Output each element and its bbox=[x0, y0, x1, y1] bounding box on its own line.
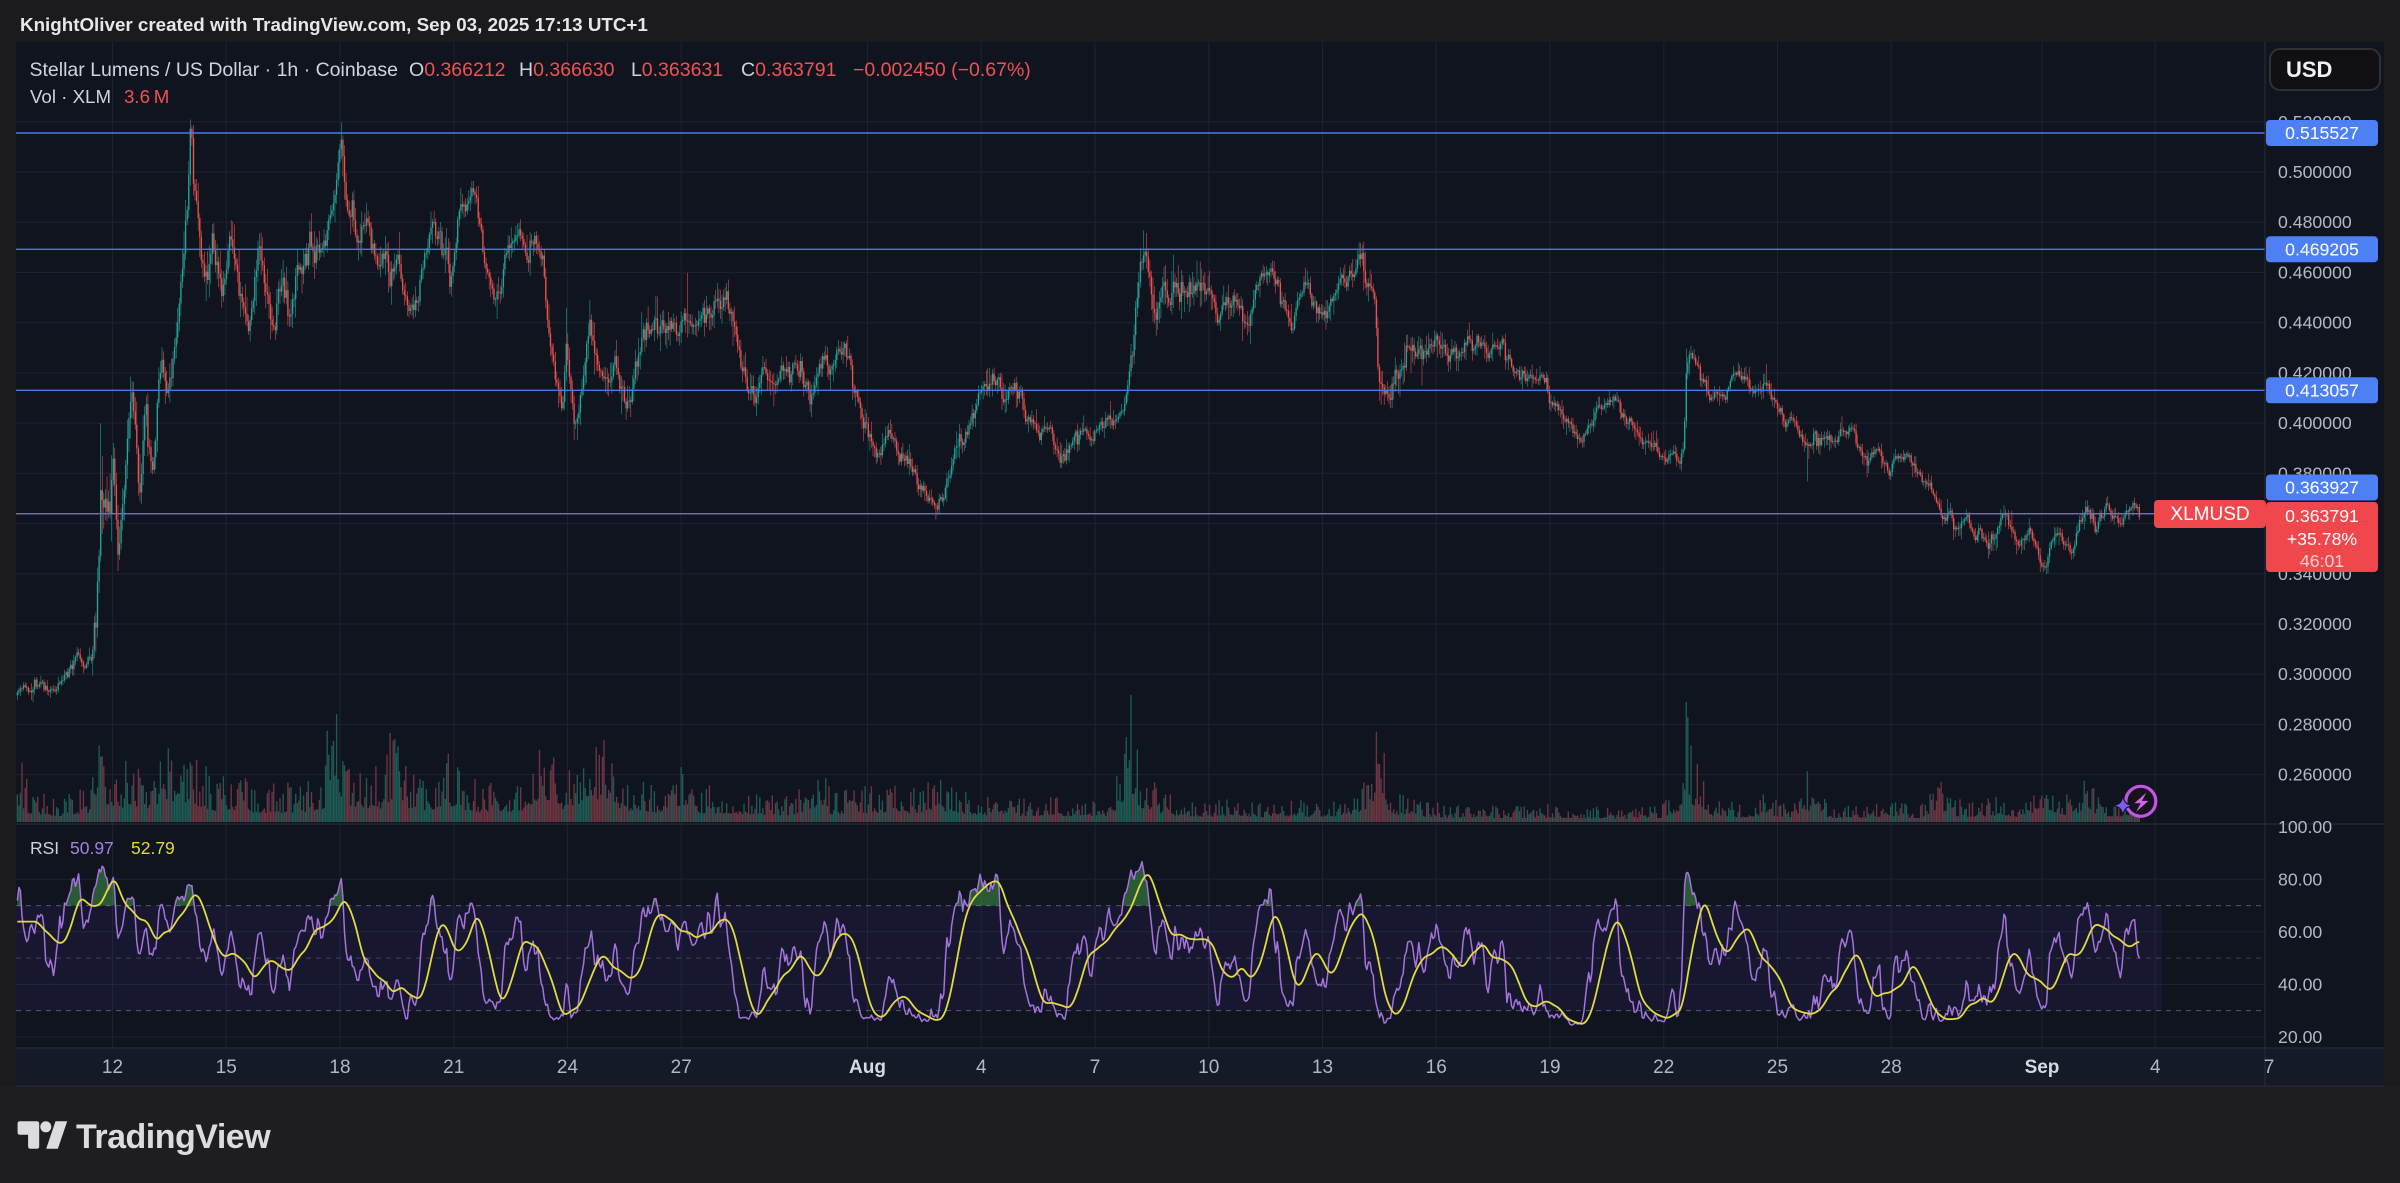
svg-text:O: O bbox=[409, 59, 424, 81]
svg-text:0.413057: 0.413057 bbox=[2285, 380, 2359, 400]
svg-text:H: H bbox=[519, 59, 533, 81]
svg-text:4: 4 bbox=[2150, 1057, 2161, 1078]
svg-text:0.515527: 0.515527 bbox=[2285, 123, 2359, 143]
svg-text:50.97: 50.97 bbox=[70, 838, 114, 858]
svg-text:0.366212: 0.366212 bbox=[424, 59, 505, 81]
svg-text:46:01: 46:01 bbox=[2300, 551, 2344, 571]
svg-text:Stellar Lumens / US Dollar · 1: Stellar Lumens / US Dollar · 1h · Coinba… bbox=[30, 59, 399, 81]
svg-text:L: L bbox=[631, 59, 642, 81]
svg-text:24: 24 bbox=[557, 1057, 579, 1078]
svg-text:0.260000: 0.260000 bbox=[2278, 765, 2352, 785]
svg-text:4: 4 bbox=[976, 1057, 987, 1078]
svg-text:USD: USD bbox=[2286, 57, 2332, 82]
svg-text:100.00: 100.00 bbox=[2278, 817, 2332, 837]
svg-text:0.363631: 0.363631 bbox=[642, 59, 723, 81]
svg-text:0.469205: 0.469205 bbox=[2285, 239, 2359, 259]
svg-text:TradingView: TradingView bbox=[76, 1118, 271, 1156]
svg-text:0.320000: 0.320000 bbox=[2278, 614, 2352, 634]
svg-text:7: 7 bbox=[1090, 1057, 1101, 1078]
svg-text:0.363791: 0.363791 bbox=[2285, 506, 2359, 526]
svg-text:0.400000: 0.400000 bbox=[2278, 413, 2352, 433]
svg-text:21: 21 bbox=[443, 1057, 464, 1078]
svg-text:−0.002450 (−0.67%): −0.002450 (−0.67%) bbox=[853, 59, 1031, 81]
svg-text:40.00: 40.00 bbox=[2278, 974, 2322, 994]
svg-text:16: 16 bbox=[1426, 1057, 1447, 1078]
svg-text:80.00: 80.00 bbox=[2278, 869, 2322, 889]
svg-text:Aug: Aug bbox=[849, 1057, 886, 1078]
svg-text:KnightOliver created with Trad: KnightOliver created with TradingView.co… bbox=[20, 14, 648, 35]
svg-text:C: C bbox=[741, 59, 755, 81]
svg-text:0.460000: 0.460000 bbox=[2278, 262, 2352, 282]
svg-text:52.79: 52.79 bbox=[131, 838, 175, 858]
svg-text:7: 7 bbox=[2264, 1057, 2275, 1078]
svg-text:0.280000: 0.280000 bbox=[2278, 714, 2352, 734]
svg-text:+35.78%: +35.78% bbox=[2287, 529, 2358, 549]
svg-text:25: 25 bbox=[1767, 1057, 1788, 1078]
svg-text:XLMUSD: XLMUSD bbox=[2170, 504, 2249, 525]
svg-text:28: 28 bbox=[1881, 1057, 1902, 1078]
svg-text:27: 27 bbox=[671, 1057, 692, 1078]
svg-text:20.00: 20.00 bbox=[2278, 1027, 2322, 1047]
svg-text:0.480000: 0.480000 bbox=[2278, 212, 2352, 232]
svg-text:RSI: RSI bbox=[30, 838, 59, 858]
svg-text:0.500000: 0.500000 bbox=[2278, 162, 2352, 182]
svg-text:19: 19 bbox=[1539, 1057, 1560, 1078]
svg-text:0.440000: 0.440000 bbox=[2278, 313, 2352, 333]
svg-text:0.366630: 0.366630 bbox=[533, 59, 614, 81]
svg-text:13: 13 bbox=[1312, 1057, 1333, 1078]
svg-text:10: 10 bbox=[1198, 1057, 1219, 1078]
svg-text:Sep: Sep bbox=[2025, 1057, 2060, 1078]
svg-text:15: 15 bbox=[216, 1057, 237, 1078]
svg-text:0.363927: 0.363927 bbox=[2285, 478, 2359, 498]
svg-text:0.363791: 0.363791 bbox=[755, 59, 836, 81]
svg-text:3.6 M: 3.6 M bbox=[124, 86, 169, 107]
svg-text:60.00: 60.00 bbox=[2278, 922, 2322, 942]
svg-text:12: 12 bbox=[102, 1057, 123, 1078]
svg-text:Vol · XLM: Vol · XLM bbox=[30, 86, 111, 107]
svg-text:0.300000: 0.300000 bbox=[2278, 664, 2352, 684]
svg-text:22: 22 bbox=[1653, 1057, 1674, 1078]
svg-text:18: 18 bbox=[329, 1057, 350, 1078]
